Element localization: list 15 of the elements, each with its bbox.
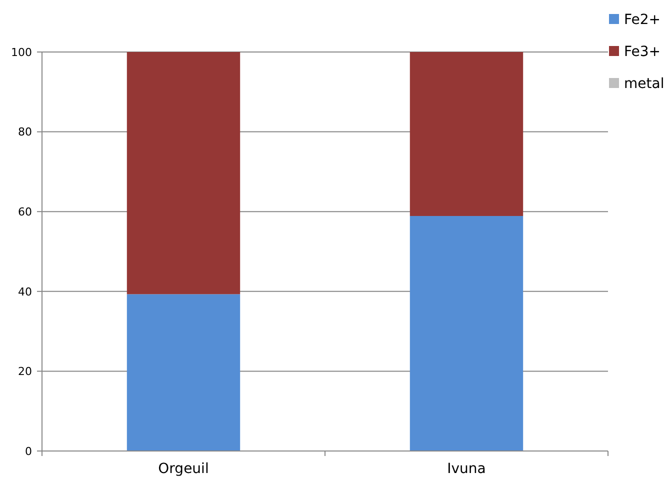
y-tick-label: 0: [25, 444, 32, 458]
x-tick-label: Ivuna: [447, 461, 486, 477]
legend-label: Fe3+: [624, 44, 661, 60]
y-tick-label: 20: [18, 365, 32, 378]
y-tick-label: 100: [11, 46, 32, 59]
legend-label: metal: [624, 76, 664, 92]
bar: [126, 52, 240, 294]
legend-label: Fe2+: [624, 12, 661, 28]
y-tick-label: 60: [18, 205, 32, 218]
bar: [410, 52, 524, 216]
bar: [410, 216, 524, 451]
x-tick-label: Orgeuil: [158, 461, 209, 477]
y-tick-label: 40: [18, 285, 32, 298]
bar: [126, 294, 240, 451]
y-tick-label: 80: [18, 126, 32, 139]
